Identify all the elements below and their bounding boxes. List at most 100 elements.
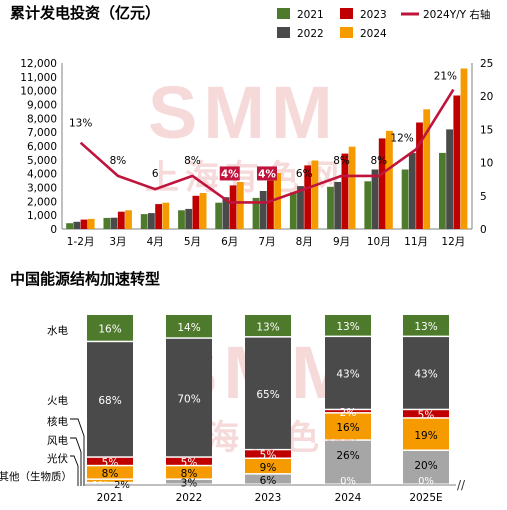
segment-其他（生物质）-2023 bbox=[245, 474, 291, 484]
bar-2024-10月 bbox=[386, 130, 393, 229]
x-axis-tick-label-2: 2022 bbox=[176, 492, 203, 504]
category-label: 光伏 bbox=[47, 452, 68, 465]
legend-label: 2022 bbox=[297, 28, 324, 40]
segment-水电-2025E bbox=[403, 315, 449, 336]
segment-水电-2021 bbox=[87, 315, 133, 341]
legend-swatch bbox=[277, 8, 290, 19]
legend-label: 2024 bbox=[360, 28, 387, 40]
segment-其他（生物质）-2024 bbox=[325, 440, 371, 484]
bar-2021-3月 bbox=[103, 217, 111, 229]
right-axis-tick-label: 0 bbox=[480, 224, 487, 236]
legend-label: 2023 bbox=[360, 9, 387, 21]
yoy-data-label: 4% bbox=[258, 168, 276, 180]
right-axis-tick-label: 15 bbox=[480, 124, 493, 136]
segment-label: 43% bbox=[336, 369, 359, 381]
segment-label: 6% bbox=[260, 475, 277, 487]
bar-2022-4月 bbox=[148, 213, 155, 229]
bar-2023-3月 bbox=[117, 211, 125, 229]
segment-label: 8% bbox=[102, 468, 119, 480]
segment-核电-2024 bbox=[325, 410, 371, 413]
segment-label: 16% bbox=[336, 422, 359, 434]
yoy-data-label: 13% bbox=[69, 118, 92, 130]
segment-水电-2024 bbox=[325, 315, 371, 336]
x-axis-tick-label-2: 2023 bbox=[255, 492, 282, 504]
bar-2023-8月 bbox=[304, 165, 312, 229]
segment-label: 43% bbox=[414, 369, 437, 381]
left-axis-tick-label: 11,000 bbox=[20, 72, 57, 84]
yoy-data-label: 6 bbox=[152, 168, 159, 180]
segment-label: 5% bbox=[181, 457, 198, 469]
bar-2024-11月 bbox=[423, 109, 431, 229]
left-axis-tick-label: 7,000 bbox=[27, 127, 57, 139]
segment-label: 13% bbox=[414, 321, 437, 333]
right-axis-tick-label: 25 bbox=[480, 58, 493, 70]
x-axis-tick-label: 9月 bbox=[333, 236, 350, 248]
bar-2024-12月 bbox=[460, 68, 468, 229]
segment-label: 13% bbox=[336, 321, 359, 333]
segment-label: 68% bbox=[98, 395, 121, 407]
x-axis-tick-label-2: 2025E bbox=[409, 492, 442, 504]
segment-label: 19% bbox=[414, 430, 437, 442]
bar-2022-11月 bbox=[408, 152, 416, 229]
segment-核电-2022 bbox=[166, 457, 212, 465]
bar-2021-6月 bbox=[215, 202, 223, 229]
bar-2022-3月 bbox=[110, 217, 118, 229]
segment-核电-2023 bbox=[245, 450, 291, 458]
left-axis-tick-label: 4,000 bbox=[27, 169, 57, 181]
bar-2021-9月 bbox=[327, 186, 334, 229]
bar-2022-10月 bbox=[371, 169, 379, 229]
left-axis-tick-label: 5,000 bbox=[27, 155, 57, 167]
category-label: 火电 bbox=[47, 394, 68, 407]
legend-swatch bbox=[340, 27, 353, 38]
yoy-data-label: 8% bbox=[110, 155, 127, 167]
x-axis-tick-label-2: 2024 bbox=[335, 492, 362, 504]
legend-swatch bbox=[340, 8, 353, 19]
bar-2021-1-2月 bbox=[66, 223, 73, 229]
segment-其他（生物质）-2022 bbox=[166, 479, 212, 484]
left-axis-tick-label: 10,000 bbox=[20, 86, 57, 98]
segment-风电-2024 bbox=[325, 413, 371, 440]
segment-风电-2023 bbox=[245, 459, 291, 474]
left-axis-tick-label: 6,000 bbox=[27, 141, 57, 153]
right-axis-tick-label: 10 bbox=[480, 158, 493, 170]
bar-2022-8月 bbox=[297, 186, 304, 229]
left-axis-tick-label: 3,000 bbox=[27, 183, 57, 195]
segment-label: 3% bbox=[181, 477, 198, 489]
x-axis-tick-label: 1-2月 bbox=[67, 236, 95, 248]
segment-水电-2022 bbox=[166, 315, 212, 338]
segment-核电-2025E bbox=[403, 410, 449, 418]
bar-2023-4月 bbox=[155, 204, 162, 229]
segment-label: 14% bbox=[177, 322, 200, 334]
category-label: 核电 bbox=[47, 415, 68, 428]
leader-line-nuclear bbox=[70, 418, 85, 486]
bar-2024-3月 bbox=[125, 210, 132, 229]
left-axis-tick-label: 9,000 bbox=[27, 100, 57, 112]
x-axis-tick-label: 6月 bbox=[221, 236, 238, 248]
segment-火电-2022 bbox=[166, 338, 212, 457]
segment-label: 65% bbox=[256, 389, 279, 401]
segment-光伏-2021 bbox=[87, 479, 133, 482]
bar-2022-5月 bbox=[185, 208, 193, 229]
x-axis-tick-label: 11月 bbox=[404, 236, 428, 248]
x-axis-tick-label: 3月 bbox=[109, 236, 126, 248]
bar-2023-7月 bbox=[267, 180, 274, 229]
right-axis-tick-label: 20 bbox=[480, 91, 493, 103]
yoy-data-label: 21% bbox=[434, 71, 457, 83]
bar-2023-12月 bbox=[453, 95, 461, 229]
left-axis-tick-label: 2,000 bbox=[27, 196, 57, 208]
segment-火电-2023 bbox=[245, 337, 291, 449]
bar-2022-1-2月 bbox=[73, 221, 81, 229]
x-axis-tick-label-2: 2021 bbox=[97, 492, 124, 504]
bar-2022-6月 bbox=[222, 197, 230, 229]
yoy-data-label: 6% bbox=[296, 168, 313, 180]
segment-火电-2024 bbox=[325, 337, 371, 409]
bar-2022-12月 bbox=[446, 129, 453, 229]
legend-label: 2021 bbox=[297, 9, 324, 21]
bar-2021-11月 bbox=[401, 169, 409, 229]
bar-2024-4月 bbox=[162, 202, 170, 229]
axis-break-mark: // bbox=[457, 478, 466, 492]
segment-火电-2021 bbox=[87, 342, 133, 457]
segment-label: 13% bbox=[256, 321, 279, 333]
bar-2021-12月 bbox=[439, 152, 446, 229]
bar-2023-6月 bbox=[229, 185, 237, 229]
